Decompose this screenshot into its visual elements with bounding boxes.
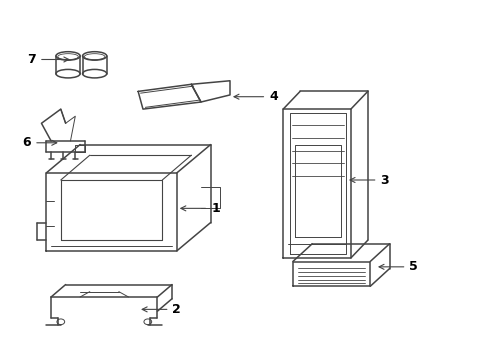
Text: 5: 5	[378, 260, 417, 273]
Text: 4: 4	[234, 90, 277, 103]
Text: 7: 7	[27, 53, 69, 66]
Text: 3: 3	[349, 174, 388, 186]
Text: 6: 6	[22, 136, 57, 149]
Text: 1: 1	[181, 202, 220, 215]
Text: 2: 2	[142, 303, 181, 316]
